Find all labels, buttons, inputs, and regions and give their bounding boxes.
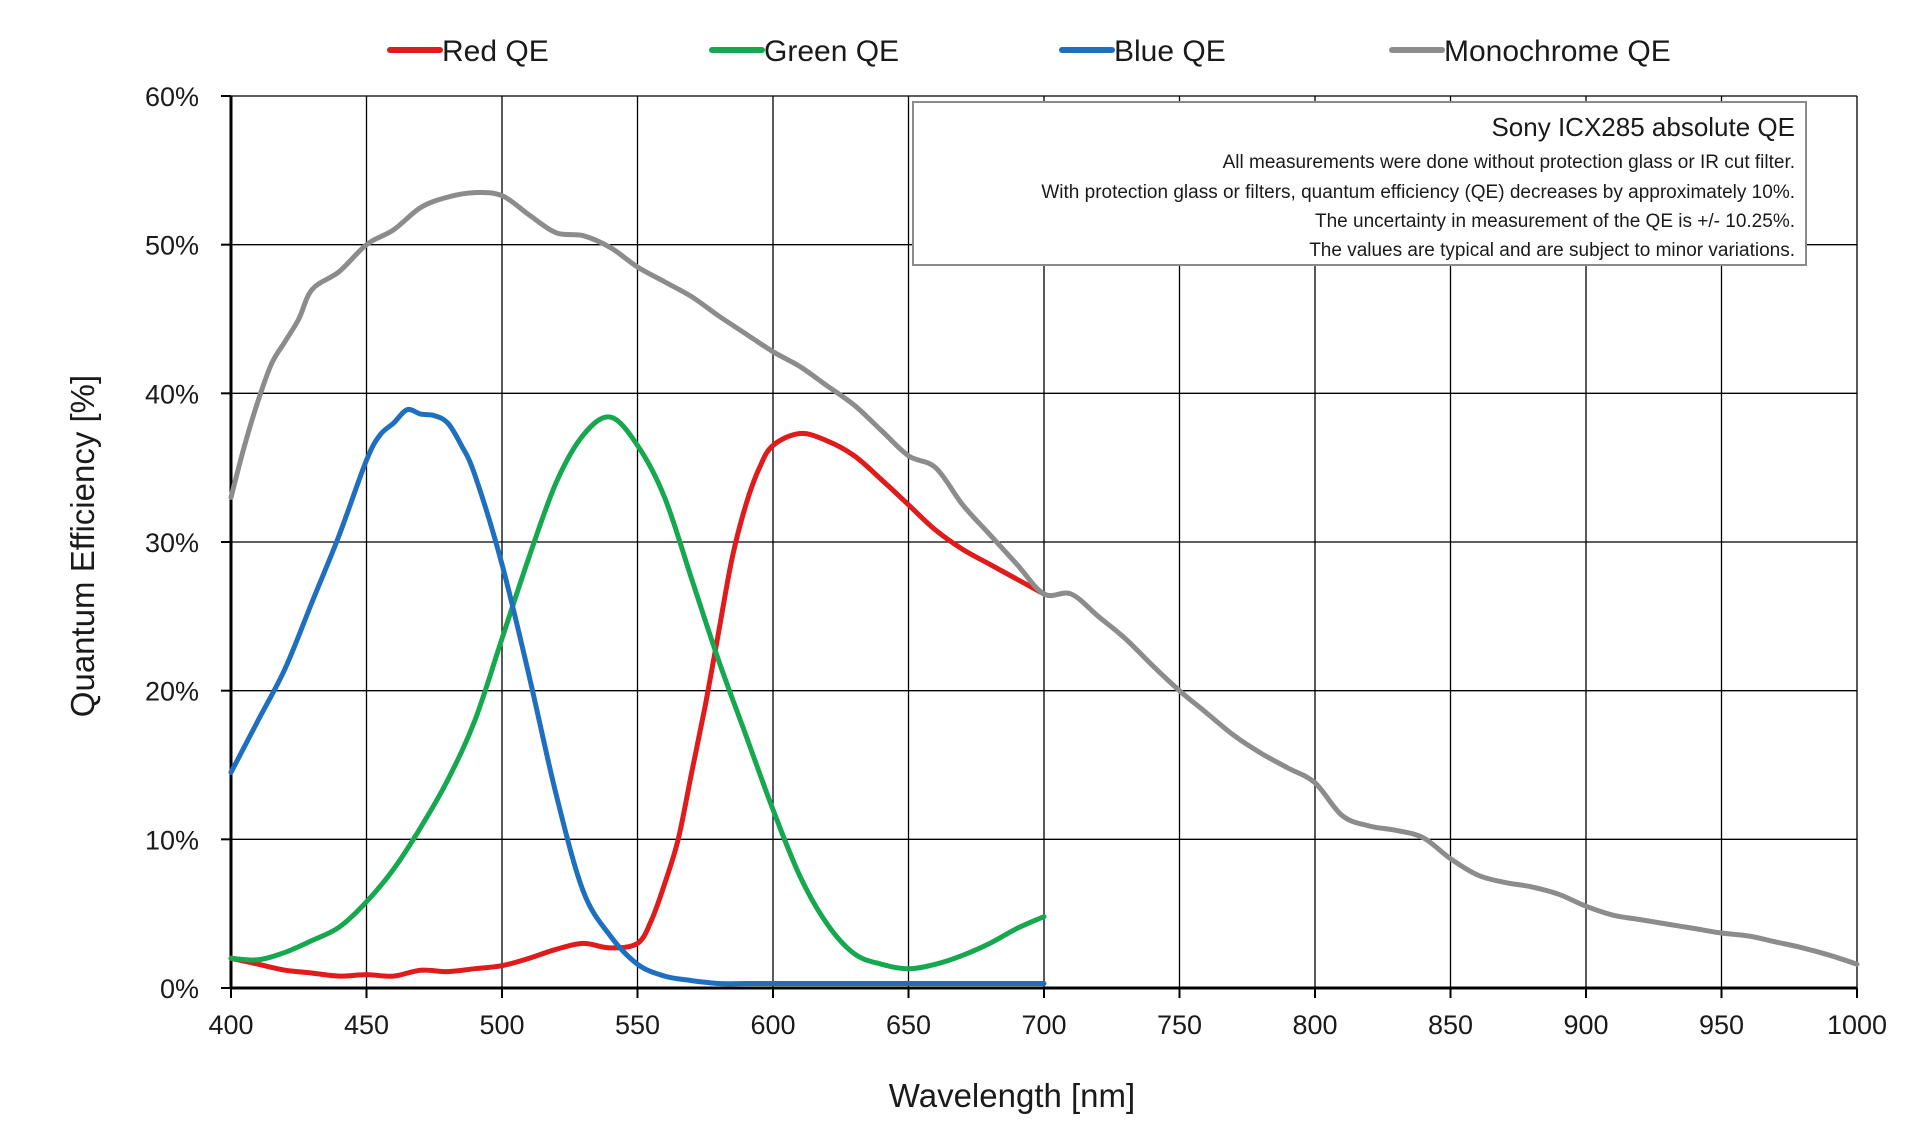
x-tick-label: 900 [1563, 1010, 1608, 1040]
annotation-title: Sony ICX285 absolute QE [1491, 112, 1795, 142]
x-tick-label: 800 [1292, 1010, 1337, 1040]
y-tick-label: 0% [160, 974, 199, 1004]
axes: 400 450 500 550 600 650 700 750 800 850 900 950 1000… [145, 82, 1887, 1040]
legend-item-blue-qe: Blue QE [1059, 35, 1226, 68]
legend-item-red-qe: Red QE [387, 35, 549, 68]
x-tick-label: 700 [1021, 1010, 1066, 1040]
x-tick-label: 550 [615, 1010, 660, 1040]
annotation-line: The values are typical and are subject t… [1309, 240, 1795, 261]
legend-label: Blue QE [1114, 35, 1226, 68]
y-tick-label: 10% [145, 825, 199, 855]
y-tick-label: 20% [145, 677, 199, 707]
x-tick-label: 1000 [1827, 1010, 1887, 1040]
legend-label: Red QE [442, 35, 549, 68]
y-tick-label: 50% [145, 231, 199, 261]
annotation-line: All measurements were done without prote… [1223, 152, 1795, 173]
annotation-line: With protection glass or filters, quantu… [1041, 182, 1795, 203]
annotation-line: The uncertainty in measurement of the QE… [1315, 211, 1795, 232]
series-line-green-qe [228, 414, 1047, 972]
y-tick-label: 60% [145, 82, 199, 112]
x-tick-label: 400 [208, 1010, 253, 1040]
annotation-box: Sony ICX285 absolute QE All measurements… [912, 101, 1807, 266]
y-tick-label: 30% [145, 528, 199, 558]
x-tick-label: 950 [1699, 1010, 1744, 1040]
legend-item-monochrome-qe: Monochrome QE [1389, 35, 1671, 68]
y-tick-label: 40% [145, 379, 199, 409]
annotation-frame [912, 101, 1807, 266]
x-tick-label: 450 [344, 1010, 389, 1040]
x-tick-label: 600 [750, 1010, 795, 1040]
legend-item-green-qe: Green QE [709, 35, 899, 68]
x-tick-label: 650 [886, 1010, 931, 1040]
legend: Red QE Green QE Blue QE Monochrome QE [387, 35, 1671, 68]
legend-label: Monochrome QE [1444, 35, 1671, 68]
x-tick-label: 500 [479, 1010, 524, 1040]
series-line-monochrome-qe [228, 189, 1860, 967]
x-axis-title: Wavelength [nm] [889, 1077, 1135, 1114]
y-axis-title: Quantum Efficiency [%] [64, 375, 101, 717]
legend-label: Green QE [764, 35, 899, 68]
series-lines [228, 189, 1860, 987]
x-tick-label: 750 [1157, 1010, 1202, 1040]
series-line-red-qe [228, 430, 1047, 979]
x-tick-label: 850 [1428, 1010, 1473, 1040]
series-line-blue-qe [228, 406, 1047, 987]
